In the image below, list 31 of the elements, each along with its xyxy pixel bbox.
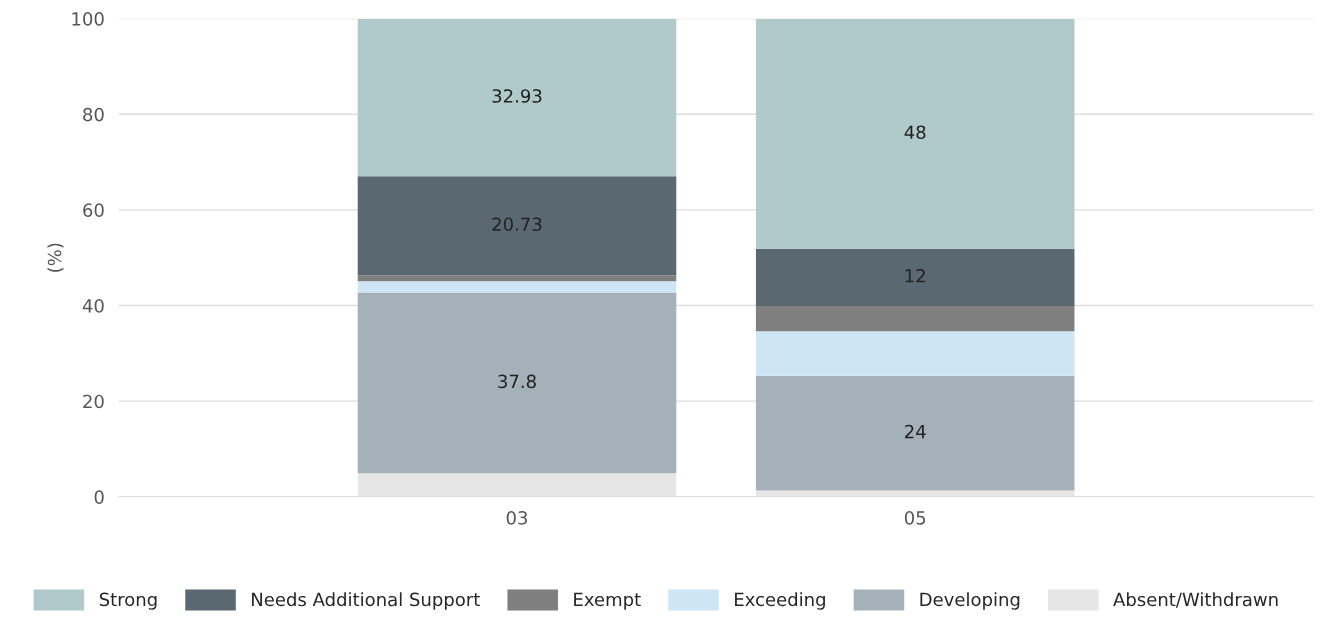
bar: [755, 248, 1075, 307]
bar: [357, 275, 677, 282]
data-label: 20.73: [492, 217, 542, 232]
legend-label: Exempt: [574, 592, 641, 610]
legend-label: Absent/Withdrawn: [1113, 592, 1278, 608]
y-tick-label: 0: [94, 490, 104, 504]
data-label: 12: [905, 268, 925, 283]
bar: [755, 19, 1075, 249]
x-tick-label: 03: [506, 511, 528, 525]
bar: [755, 306, 1075, 332]
y-tick-label: 60: [83, 203, 104, 218]
x-tick-label: 05: [904, 511, 926, 525]
bar: [357, 18, 677, 177]
y-tick-label: 80: [83, 107, 104, 122]
data-label: 24: [905, 424, 926, 439]
legend-label: Needs Additional Support: [252, 592, 480, 610]
data-label: 32.93: [492, 89, 542, 103]
y-axis-title: (%): [47, 243, 64, 272]
bar: [755, 375, 1075, 491]
y-tick-label: 20: [83, 394, 104, 409]
data-label: 37.8: [498, 374, 536, 389]
y-tick-label: 40: [82, 298, 104, 313]
bar: [357, 176, 677, 276]
y-tick-label: 100: [72, 12, 104, 26]
data-label: 48: [904, 125, 926, 140]
bar: [357, 281, 677, 293]
bar: [357, 292, 677, 474]
legend-label: Developing: [920, 592, 1020, 610]
bar: [755, 331, 1075, 376]
legend-label: Strong: [99, 592, 157, 610]
legend-label: Exceeding: [735, 592, 825, 610]
